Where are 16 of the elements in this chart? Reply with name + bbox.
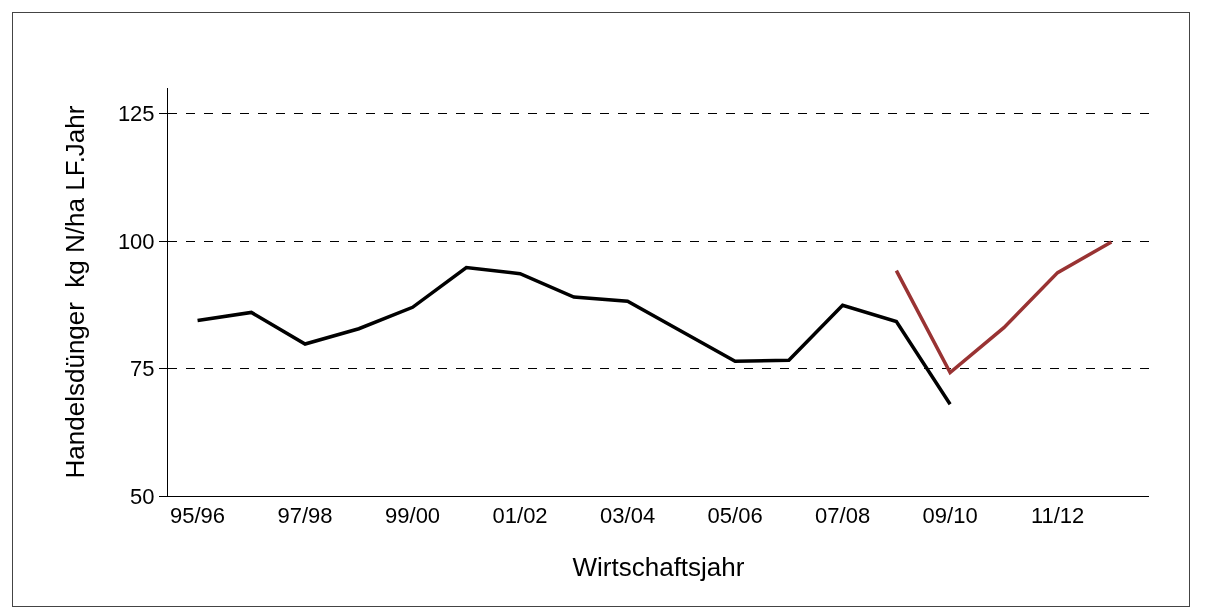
x-tick-label: 95/96: [170, 503, 226, 529]
x-tick-label: 11/12: [1030, 503, 1085, 529]
x-tick-label: 03/04: [600, 503, 656, 529]
x-tick-label: 07/08: [815, 503, 871, 529]
y-axis-title: Handelsdünger kg N/ha LF.Jahr: [60, 105, 91, 479]
x-axis-title: Wirtschaftsjahr: [572, 552, 745, 583]
y-tick-label: 100: [117, 228, 155, 254]
y-tick-label: 75: [130, 356, 155, 382]
line-series: [894, 240, 1114, 375]
x-tick-label: 01/02: [492, 503, 548, 529]
x-tick-label: 05/06: [707, 503, 763, 529]
x-tick-label: 99/00: [385, 503, 441, 529]
x-tick-label: 09/10: [922, 503, 978, 529]
y-tick-label: 125: [117, 101, 155, 127]
y-tick-label: 50: [130, 483, 155, 509]
x-tick-label: 97/98: [277, 503, 333, 529]
